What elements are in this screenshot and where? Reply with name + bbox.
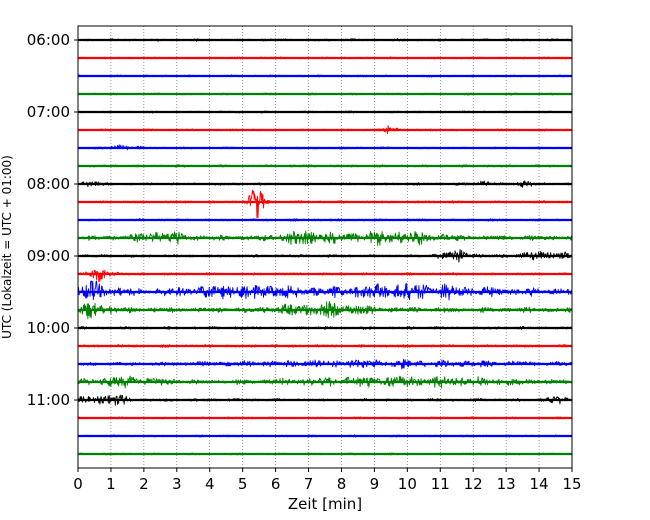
x-tick-label: 3	[172, 475, 182, 493]
trace-line	[77, 394, 573, 406]
x-tick-label: 8	[337, 475, 347, 493]
trace-line	[77, 249, 573, 263]
trace-line	[77, 144, 573, 151]
trace-line	[77, 74, 573, 78]
trace-line	[77, 452, 573, 456]
x-tick-label: 4	[205, 475, 215, 493]
trace-line	[77, 269, 573, 283]
trace-line	[77, 301, 573, 320]
trace-line	[77, 56, 573, 60]
grid-lines	[110, 26, 540, 468]
x-axis-label: Zeit [min]	[288, 495, 362, 513]
trace-line	[77, 325, 573, 331]
trace-line	[77, 230, 573, 246]
x-tick-label: 13	[497, 475, 516, 493]
x-tick-label: 7	[304, 475, 314, 493]
trace-line	[77, 125, 573, 135]
trace-line	[77, 434, 573, 438]
y-axis-label: UTC (Lokalzeit = UTC + 01:00)	[0, 155, 14, 339]
x-tick-label: 9	[370, 475, 380, 493]
trace-group	[77, 38, 573, 456]
x-tick-label: 14	[530, 475, 549, 493]
trace-line	[77, 189, 573, 219]
y-tick-label: 10:00	[27, 319, 70, 337]
trace-line	[77, 110, 573, 114]
x-tick-label: 11	[431, 475, 450, 493]
y-tick-label: 09:00	[27, 247, 70, 265]
y-axis: 06:00 07:00 08:00 09:00 10:00 11:00	[27, 31, 78, 409]
trace-line	[77, 343, 573, 349]
y-tick-label: 06:00	[27, 31, 70, 49]
x-tick-label: 15	[562, 475, 581, 493]
trace-line	[77, 92, 573, 96]
trace-line	[77, 164, 573, 168]
plot-frame	[77, 25, 573, 469]
trace-line	[77, 416, 573, 420]
trace-line	[77, 38, 573, 42]
trace-line	[77, 358, 573, 370]
y-tick-label: 11:00	[27, 391, 70, 409]
x-tick-label: 0	[73, 475, 83, 493]
trace-line	[77, 375, 573, 389]
trace-line	[77, 218, 573, 222]
x-tick-label: 12	[464, 475, 483, 493]
trace-line	[77, 180, 573, 188]
x-axis: 0 1 2 3 4 5 6 7 8 9 10 11 12 13 14 15	[73, 468, 582, 493]
x-tick-label: 1	[106, 475, 116, 493]
x-tick-label: 10	[398, 475, 417, 493]
x-tick-label: 6	[271, 475, 281, 493]
y-tick-label: 08:00	[27, 175, 70, 193]
trace-line	[77, 280, 573, 301]
y-tick-label: 07:00	[27, 103, 70, 121]
x-tick-label: 5	[238, 475, 248, 493]
x-tick-label: 2	[139, 475, 149, 493]
